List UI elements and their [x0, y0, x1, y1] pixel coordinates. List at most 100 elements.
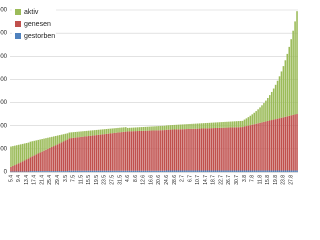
bar-segment — [23, 143, 26, 161]
bar-segment — [86, 136, 88, 171]
bar-segment — [241, 170, 244, 172]
bar-segment — [288, 46, 291, 116]
bar-segment — [136, 127, 139, 132]
x-tick-label: 17.4 — [32, 175, 38, 185]
bar-segment — [144, 130, 147, 171]
bar-segment — [16, 164, 18, 172]
bar-segment — [181, 129, 183, 171]
bar-segment — [76, 137, 78, 171]
bar-segment — [80, 131, 82, 137]
bar-segment — [212, 128, 215, 171]
bar-segment — [230, 170, 232, 172]
bar-segment — [274, 170, 277, 172]
bar-segment — [39, 171, 41, 172]
bar-segment — [263, 103, 265, 122]
bar-segment — [265, 100, 267, 122]
bar-segment — [138, 130, 141, 171]
bar-segment — [125, 170, 127, 172]
bar-segment — [243, 126, 246, 171]
bar-segment — [193, 170, 195, 172]
bar-segment — [257, 109, 259, 124]
bar-segment — [245, 170, 248, 172]
x-tick-label: 7.8 — [250, 175, 256, 182]
y-tick-label: 4000 — [0, 77, 8, 83]
bar-segment — [230, 127, 232, 171]
bar-segment — [288, 115, 291, 171]
x-tick-label: 3.8 — [242, 175, 248, 182]
bar-segment — [163, 130, 166, 171]
bar-segment — [88, 136, 90, 171]
bar-segment — [249, 115, 252, 126]
bar-segment — [93, 170, 96, 172]
bar-segment — [51, 147, 53, 172]
bar-segment — [53, 146, 55, 172]
bar-segment — [290, 39, 292, 116]
bar-segment — [276, 80, 279, 119]
bar-segment — [220, 122, 222, 128]
bar-segment — [97, 134, 100, 171]
bar-segment — [82, 131, 84, 137]
x-tick-label: 4.6 — [125, 175, 131, 182]
bar-segment — [255, 170, 257, 172]
bar-segment — [193, 128, 195, 171]
bar-segment — [161, 125, 164, 131]
y-tick-label: 6000 — [0, 31, 8, 37]
bar-segment — [86, 130, 88, 137]
bar-segment — [56, 135, 59, 145]
bar-segment — [101, 170, 104, 172]
bar-segment — [171, 125, 174, 130]
bar-segment — [218, 170, 220, 172]
x-tick-label: 13.4 — [24, 175, 30, 185]
bar-segment — [105, 129, 108, 134]
bar-segment — [117, 127, 119, 133]
bar-segment — [235, 127, 238, 171]
bar-segment — [263, 170, 265, 172]
bar-segment — [35, 140, 38, 155]
bar-segment — [146, 170, 148, 172]
bar-segment — [233, 170, 236, 172]
bar-segment — [193, 123, 195, 129]
bar-segment — [45, 149, 47, 172]
bar-segment — [41, 139, 43, 152]
bar-segment — [146, 130, 148, 171]
bar-segment — [243, 170, 246, 172]
bar-segment — [220, 170, 222, 172]
bar-segment — [226, 121, 228, 128]
bar-segment — [138, 170, 141, 172]
bar-segment — [41, 151, 43, 172]
bar-segment — [235, 121, 238, 128]
bar-segment — [292, 114, 294, 171]
bar-segment — [206, 170, 209, 172]
bar-segment — [197, 170, 199, 172]
bar-segment — [241, 127, 244, 171]
bar-segment — [33, 171, 36, 172]
bar-segment — [136, 131, 139, 171]
bar-segment — [109, 133, 111, 171]
bar-segment — [134, 131, 137, 171]
x-tick-label: 23.5 — [102, 175, 108, 185]
bar-segment — [126, 170, 129, 172]
bar-segment — [62, 171, 65, 172]
bar-segment — [29, 157, 32, 172]
bar-segment — [74, 137, 76, 171]
bar-segment — [224, 121, 226, 128]
bar-segment — [191, 170, 193, 172]
bar-segment — [43, 171, 45, 172]
bar-segment — [206, 122, 209, 129]
bar-segment — [117, 132, 119, 171]
bar-segment — [226, 170, 228, 172]
bar-segment — [97, 129, 100, 135]
bar-segment — [230, 121, 232, 128]
bar-segment — [200, 128, 203, 171]
bar-segment — [41, 171, 43, 172]
bar-segment — [12, 146, 14, 166]
bar-segment — [31, 141, 34, 157]
bar-segment — [185, 170, 187, 172]
bar-segment — [237, 121, 240, 128]
bar-segment — [76, 131, 78, 138]
bar-segment — [280, 117, 283, 171]
bar-segment — [212, 122, 215, 129]
bar-segment — [91, 130, 94, 136]
bar-segment — [89, 135, 92, 171]
bar-segment — [123, 131, 125, 171]
